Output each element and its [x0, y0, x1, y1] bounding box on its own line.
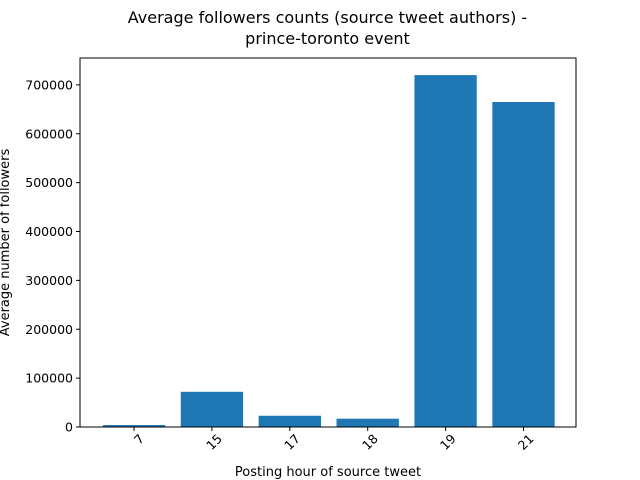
x-tick-label: 17	[281, 431, 303, 453]
x-tick-label: 21	[515, 431, 537, 453]
y-tick-label: 300000	[25, 273, 73, 288]
y-tick-label: 700000	[25, 77, 73, 92]
y-tick-label: 100000	[25, 371, 73, 386]
y-tick-label: 0	[65, 420, 73, 435]
chart-title-line-1: Average followers counts (source tweet a…	[128, 8, 527, 27]
y-axis-ticks: 0 100000 200000 300000 400000 500000 600000 700…	[25, 77, 80, 435]
chart-title-line-2: prince-toronto event	[245, 29, 410, 48]
bar-7	[102, 425, 166, 427]
y-tick-label: 400000	[25, 224, 73, 239]
bar-17	[258, 415, 321, 427]
y-axis-label: Average number of followers	[0, 149, 13, 337]
y-tick-label: 200000	[25, 322, 73, 337]
x-tick-label: 7	[131, 431, 147, 447]
bars-group	[102, 75, 555, 428]
bar-15	[180, 391, 244, 427]
bar-19	[414, 75, 477, 428]
x-axis-ticks: 7 15 17 18 19 21	[131, 427, 537, 453]
y-tick-label: 600000	[25, 126, 73, 141]
x-tick-label: 18	[359, 431, 381, 453]
y-tick-label: 500000	[25, 175, 73, 190]
plot-area-frame	[79, 57, 577, 428]
x-tick-label: 19	[437, 431, 459, 453]
bar-18	[336, 418, 399, 427]
x-axis-label: Posting hour of source tweet	[235, 465, 421, 480]
bar-21	[492, 101, 555, 428]
x-tick-label: 15	[203, 431, 225, 453]
